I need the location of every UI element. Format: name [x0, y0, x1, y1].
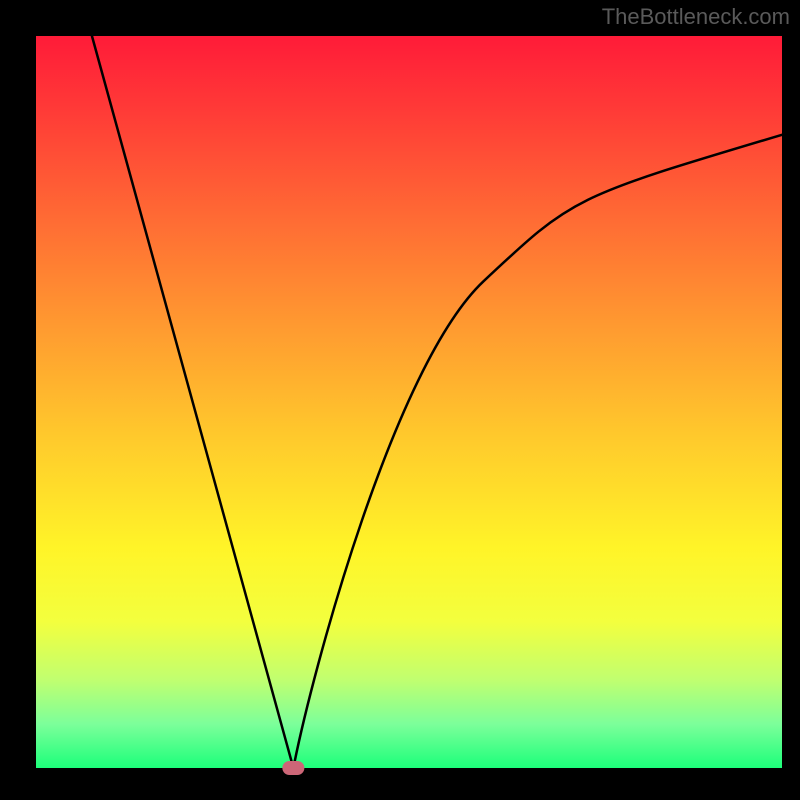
cusp-marker: [282, 761, 304, 775]
watermark-text: TheBottleneck.com: [602, 4, 790, 30]
chart-container: TheBottleneck.com: [0, 0, 800, 800]
bottleneck-chart: [0, 0, 800, 800]
